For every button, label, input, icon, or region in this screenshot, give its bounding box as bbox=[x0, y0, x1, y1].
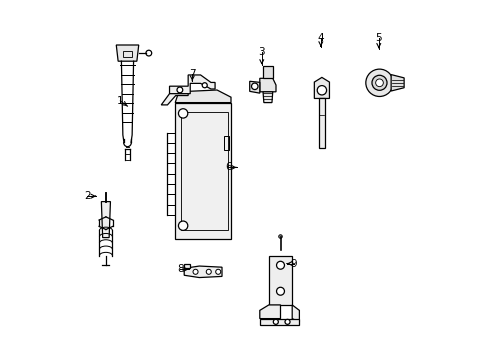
Circle shape bbox=[206, 269, 211, 274]
Circle shape bbox=[276, 261, 284, 269]
Polygon shape bbox=[184, 264, 189, 268]
Text: 3: 3 bbox=[258, 47, 264, 57]
Polygon shape bbox=[184, 266, 222, 278]
Circle shape bbox=[371, 75, 386, 90]
Text: 7: 7 bbox=[188, 69, 195, 79]
Polygon shape bbox=[101, 202, 110, 238]
Text: 8: 8 bbox=[177, 264, 183, 274]
Circle shape bbox=[177, 87, 183, 93]
Circle shape bbox=[273, 319, 278, 324]
Polygon shape bbox=[259, 78, 275, 92]
Bar bbox=[175, 103, 230, 239]
Polygon shape bbox=[390, 75, 403, 91]
Polygon shape bbox=[314, 77, 329, 99]
Circle shape bbox=[178, 221, 187, 230]
Circle shape bbox=[276, 287, 284, 295]
Polygon shape bbox=[263, 92, 272, 103]
Circle shape bbox=[251, 83, 258, 90]
Bar bbox=[318, 99, 325, 148]
Polygon shape bbox=[175, 90, 230, 103]
Polygon shape bbox=[161, 94, 188, 105]
Polygon shape bbox=[249, 81, 259, 93]
Circle shape bbox=[317, 86, 326, 95]
Bar bbox=[259, 319, 299, 325]
Circle shape bbox=[278, 235, 282, 238]
Bar bbox=[122, 51, 132, 57]
Polygon shape bbox=[116, 45, 139, 61]
Circle shape bbox=[285, 319, 289, 324]
Text: 4: 4 bbox=[317, 33, 324, 43]
Text: 9: 9 bbox=[290, 258, 297, 269]
Circle shape bbox=[178, 109, 187, 118]
Circle shape bbox=[215, 269, 220, 274]
Circle shape bbox=[365, 69, 392, 96]
Circle shape bbox=[193, 269, 198, 274]
Text: 1: 1 bbox=[117, 96, 123, 106]
Bar bbox=[180, 112, 228, 230]
Circle shape bbox=[202, 83, 207, 88]
Bar bbox=[262, 66, 273, 78]
Text: 5: 5 bbox=[375, 33, 381, 43]
Polygon shape bbox=[259, 305, 280, 319]
Text: 2: 2 bbox=[84, 191, 90, 201]
Text: 6: 6 bbox=[224, 162, 231, 172]
Polygon shape bbox=[169, 75, 215, 94]
Polygon shape bbox=[292, 305, 299, 322]
Circle shape bbox=[375, 79, 383, 87]
Bar bbox=[268, 256, 292, 305]
Bar bbox=[224, 136, 229, 150]
